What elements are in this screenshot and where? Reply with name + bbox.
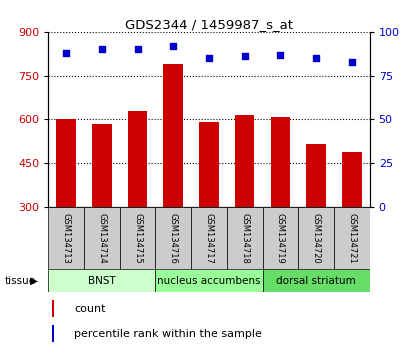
Bar	[48, 269, 155, 292]
Bar	[128, 111, 147, 207]
Text: GSM134716: GSM134716	[169, 213, 178, 263]
Text: GSM134721: GSM134721	[347, 213, 356, 263]
Point	[277, 52, 284, 57]
Bar	[191, 207, 227, 269]
Bar	[334, 207, 370, 269]
Text: GSM134713: GSM134713	[62, 213, 71, 263]
Text: GSM134714: GSM134714	[97, 213, 106, 263]
Point	[63, 50, 70, 56]
Text: percentile rank within the sample: percentile rank within the sample	[74, 329, 262, 338]
Text: dorsal striatum: dorsal striatum	[276, 275, 356, 286]
Bar	[270, 116, 290, 207]
Bar	[235, 115, 255, 207]
Text: GSM134719: GSM134719	[276, 213, 285, 263]
Bar	[52, 300, 54, 317]
Bar	[342, 152, 362, 207]
Text: nucleus accumbens: nucleus accumbens	[157, 275, 261, 286]
Bar	[56, 120, 76, 207]
Bar	[262, 269, 370, 292]
Text: BNST: BNST	[88, 275, 116, 286]
Bar	[262, 207, 298, 269]
Title: GDS2344 / 1459987_s_at: GDS2344 / 1459987_s_at	[125, 18, 293, 31]
Bar	[227, 207, 262, 269]
Bar	[92, 124, 112, 207]
Text: GSM134717: GSM134717	[205, 213, 213, 263]
Point	[170, 43, 177, 49]
Text: tissue: tissue	[4, 275, 35, 286]
Point	[312, 55, 319, 61]
Text: GSM134720: GSM134720	[312, 213, 320, 263]
Text: GSM134715: GSM134715	[133, 213, 142, 263]
Bar	[163, 64, 183, 207]
Bar	[199, 122, 219, 207]
Point	[349, 59, 355, 64]
Point	[134, 47, 141, 52]
Bar	[84, 207, 120, 269]
Text: GSM134718: GSM134718	[240, 213, 249, 263]
Bar	[155, 269, 262, 292]
Point	[241, 53, 248, 59]
Bar	[48, 207, 84, 269]
Bar	[306, 144, 326, 207]
Bar	[52, 325, 54, 342]
Text: ▶: ▶	[30, 275, 38, 286]
Bar	[120, 207, 155, 269]
Bar	[298, 207, 334, 269]
Point	[98, 47, 105, 52]
Point	[206, 55, 212, 61]
Bar	[155, 207, 191, 269]
Text: count: count	[74, 304, 105, 314]
